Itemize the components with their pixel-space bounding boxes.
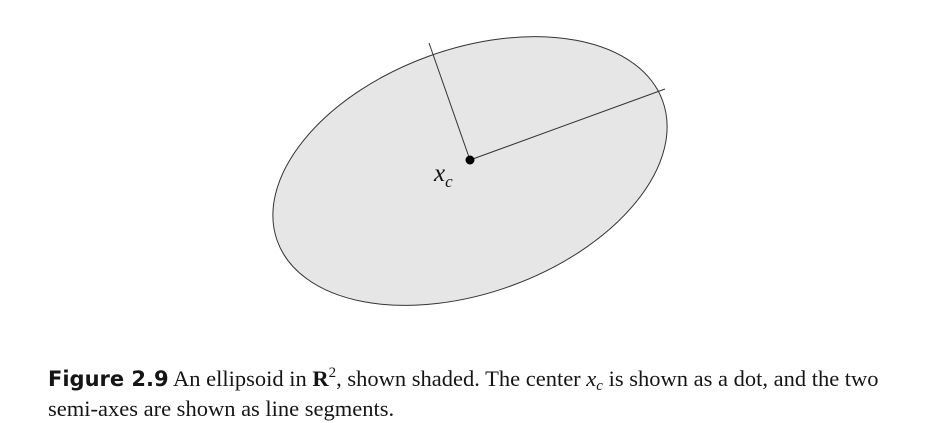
set-exponent: 2: [328, 365, 337, 381]
caption-text-3: is shown as a dot, and the two semi-axes…: [48, 366, 879, 421]
figure-caption: Figure 2.9 An ellipsoid in R2, shown sha…: [48, 364, 908, 423]
ellipsoid-figure: xc: [272, 36, 668, 306]
set-symbol: R: [312, 366, 329, 391]
semi-axis-minor: [428, 42, 471, 161]
caption-text-2: , shown shaded. The center: [336, 366, 587, 391]
center-label: xc: [433, 160, 453, 191]
center-label-main: x: [433, 160, 445, 187]
caption-text-1: An ellipsoid in: [168, 366, 313, 391]
ellipsoid-shape: [272, 36, 668, 306]
figure-number: Figure 2.9: [48, 367, 169, 391]
center-dot: [465, 155, 475, 165]
center-label-sub: c: [445, 172, 453, 191]
semi-axis-major: [469, 88, 666, 161]
center-subscript: c: [596, 378, 603, 394]
center-symbol: x: [586, 366, 597, 391]
